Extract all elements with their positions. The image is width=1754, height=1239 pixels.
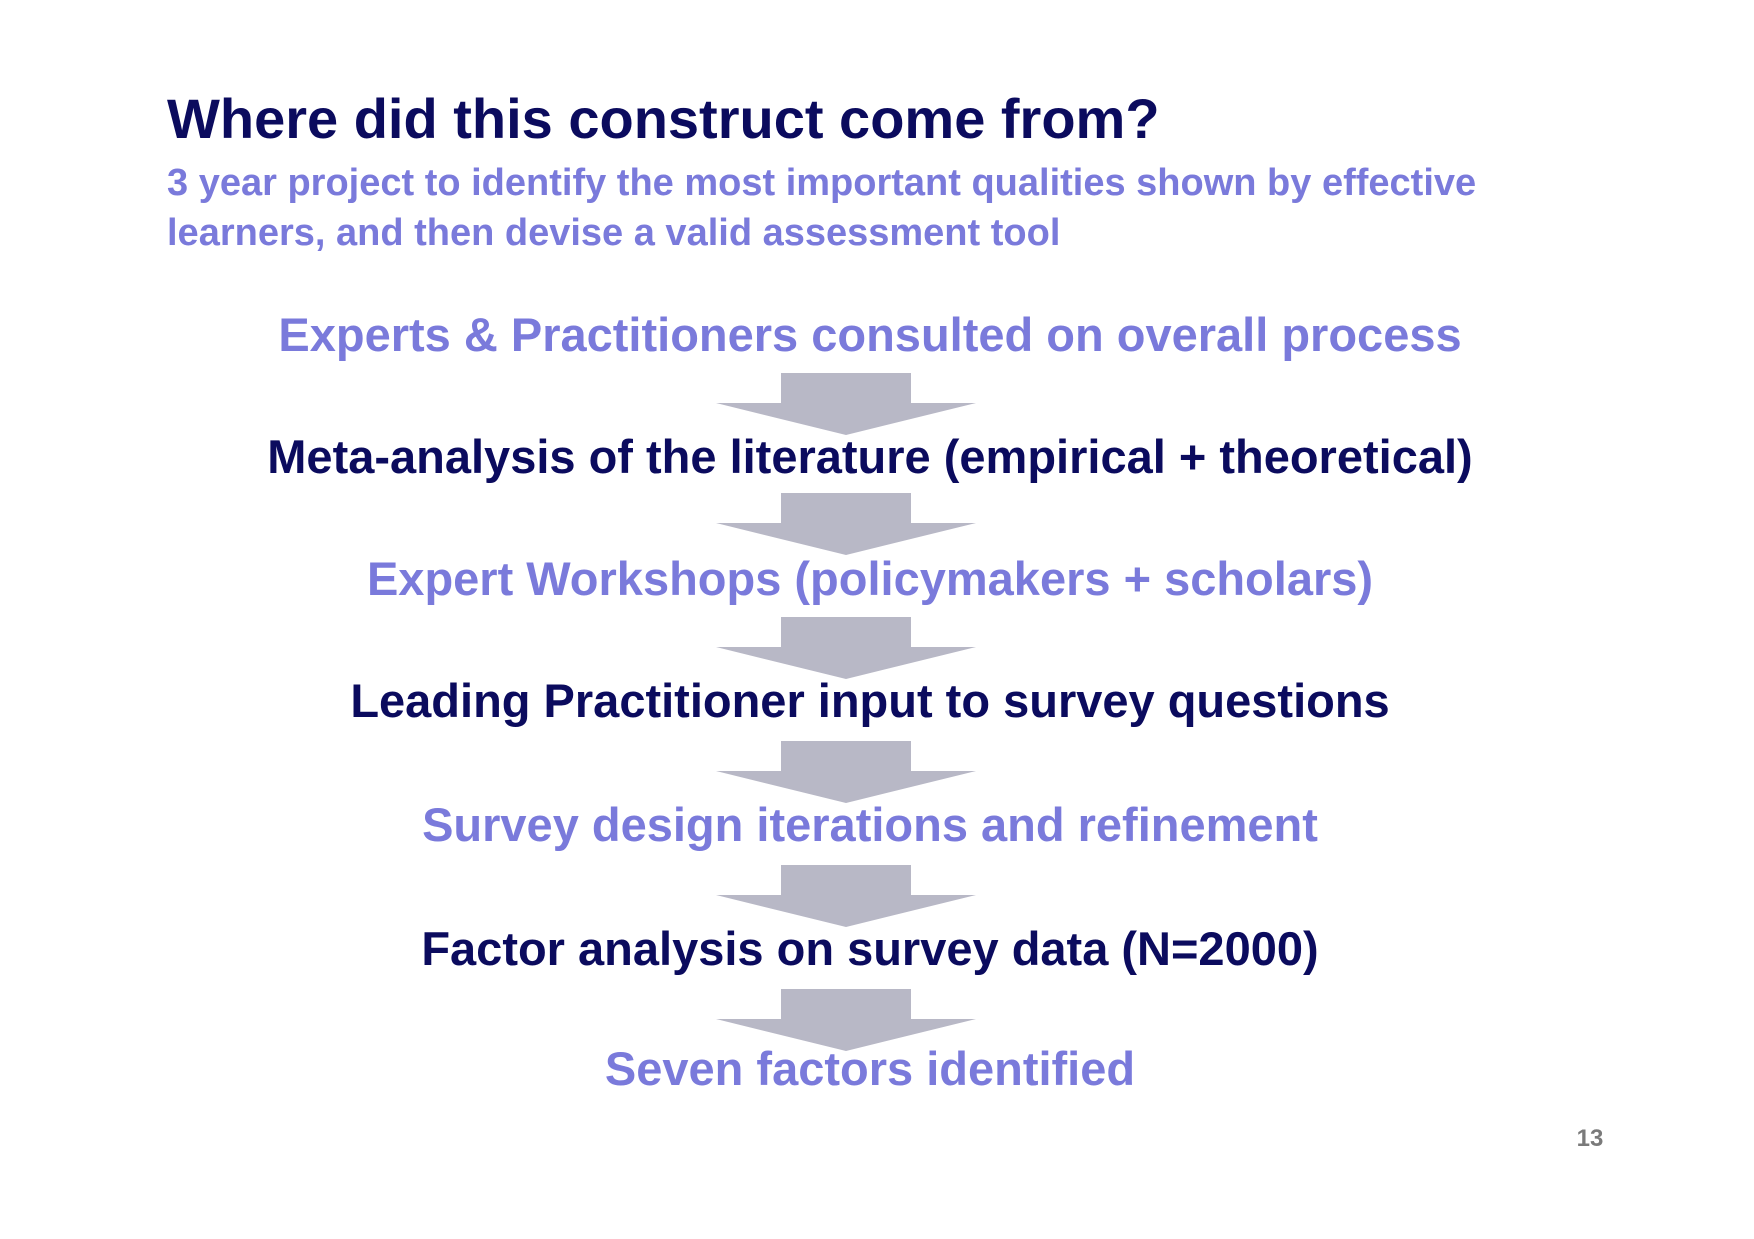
flow-step-practitioner-input: Leading Practitioner input to survey que… bbox=[350, 674, 1390, 727]
down-arrow-icon bbox=[716, 741, 976, 803]
flow-step-expert-workshops: Expert Workshops (policymakers + scholar… bbox=[366, 552, 1374, 605]
page-number: 13 bbox=[1576, 1125, 1604, 1152]
flow-step-experts-consulted: Experts & Practitioners consulted on ove… bbox=[278, 308, 1462, 361]
down-arrow-icon bbox=[716, 989, 976, 1051]
slide-title: Where did this construct come from? bbox=[167, 87, 1160, 150]
flow-step-survey-design: Survey design iterations and refinement bbox=[422, 798, 1318, 851]
down-arrow-icon bbox=[716, 493, 976, 555]
down-arrow-icon bbox=[716, 865, 976, 927]
down-arrow-icon bbox=[716, 373, 976, 435]
flow-step-seven-factors: Seven factors identified bbox=[604, 1042, 1136, 1095]
down-arrow-icon bbox=[716, 617, 976, 679]
slide-subtitle: 3 year project to identify the most impo… bbox=[167, 162, 1477, 254]
flow-step-meta-analysis: Meta-analysis of the literature (empiric… bbox=[267, 430, 1473, 483]
flow-step-factor-analysis: Factor analysis on survey data (N=2000) bbox=[421, 922, 1319, 975]
